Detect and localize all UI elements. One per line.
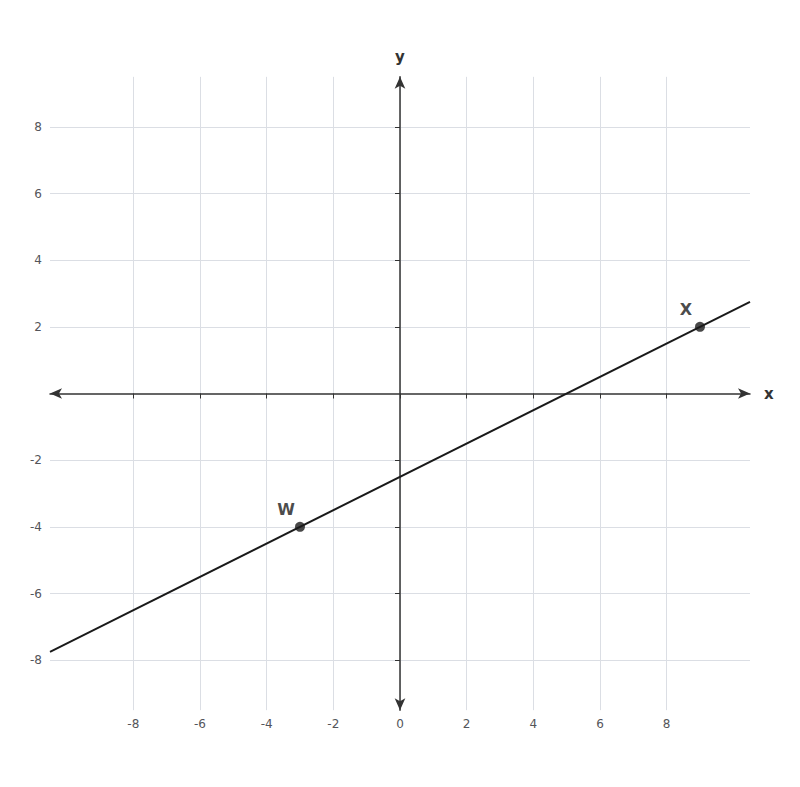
svg-text:-6: -6	[30, 587, 42, 601]
svg-text:6: 6	[34, 187, 42, 201]
svg-text:W: W	[277, 500, 295, 519]
svg-text:-4: -4	[261, 717, 273, 731]
svg-text:x: x	[764, 385, 774, 403]
svg-text:y: y	[395, 48, 405, 66]
svg-text:8: 8	[34, 120, 42, 134]
svg-text:-6: -6	[194, 717, 206, 731]
svg-text:4: 4	[530, 717, 538, 731]
svg-text:2: 2	[34, 320, 42, 334]
svg-text:4: 4	[34, 253, 42, 267]
svg-text:2: 2	[463, 717, 471, 731]
svg-text:-2: -2	[30, 453, 42, 467]
svg-text:8: 8	[663, 717, 671, 731]
svg-text:X: X	[680, 300, 693, 319]
svg-text:-2: -2	[327, 717, 339, 731]
svg-text:6: 6	[596, 717, 604, 731]
svg-text:-8: -8	[30, 653, 42, 667]
svg-text:-4: -4	[30, 520, 42, 534]
svg-text:0: 0	[396, 717, 404, 731]
svg-text:-8: -8	[127, 717, 139, 731]
